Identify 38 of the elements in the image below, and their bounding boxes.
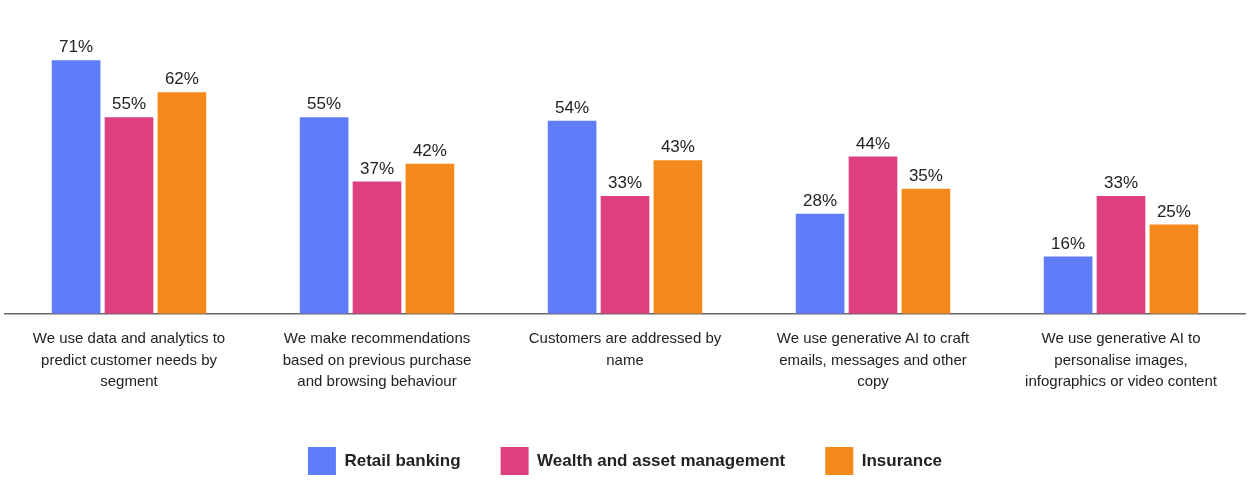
- data-label: 42%: [412, 140, 447, 160]
- bar: [352, 181, 402, 314]
- bar: [1096, 195, 1146, 314]
- data-label: 44%: [855, 133, 891, 153]
- bar: [848, 156, 898, 314]
- x-tick-label: We use generative AI to personalise images, infographics or video content: [1025, 328, 1218, 390]
- x-tick-label: We make recommendations based on previous purchase and browsing behaviour: [282, 328, 472, 390]
- bar: [405, 163, 455, 314]
- legend-label: Wealth and asset management: [537, 450, 786, 470]
- bar: [51, 60, 101, 314]
- x-tick-label: We use generative AI to craft emails, messages and other copy: [776, 328, 970, 390]
- data-label: 71%: [59, 37, 94, 57]
- data-label: 55%: [111, 94, 147, 114]
- bar: [901, 188, 951, 314]
- bar: [104, 117, 154, 314]
- x-tick-label: We use data and analytics to predict customer needs by segment: [32, 328, 226, 390]
- data-label: 55%: [307, 94, 342, 114]
- bar: [795, 213, 845, 314]
- bar: [600, 195, 650, 314]
- data-label: 33%: [607, 173, 643, 193]
- data-label: 16%: [1051, 233, 1086, 253]
- data-label: 28%: [803, 190, 838, 210]
- bar: [1149, 224, 1199, 314]
- bar: [299, 117, 349, 314]
- bar: [653, 160, 703, 314]
- bar: [547, 120, 597, 314]
- data-label: 43%: [660, 137, 695, 157]
- bar: [1043, 256, 1093, 314]
- data-label: 25%: [1156, 201, 1191, 221]
- data-label: 37%: [359, 158, 395, 178]
- x-tick-label: Customers are addressed by name: [528, 328, 722, 368]
- data-label: 54%: [555, 98, 590, 118]
- legend-label: Retail banking: [344, 450, 461, 470]
- data-label: 62%: [164, 69, 199, 89]
- data-label: 33%: [1103, 173, 1139, 193]
- bar: [157, 92, 207, 314]
- data-label: 35%: [908, 165, 943, 185]
- legend-label: Insurance: [861, 450, 943, 470]
